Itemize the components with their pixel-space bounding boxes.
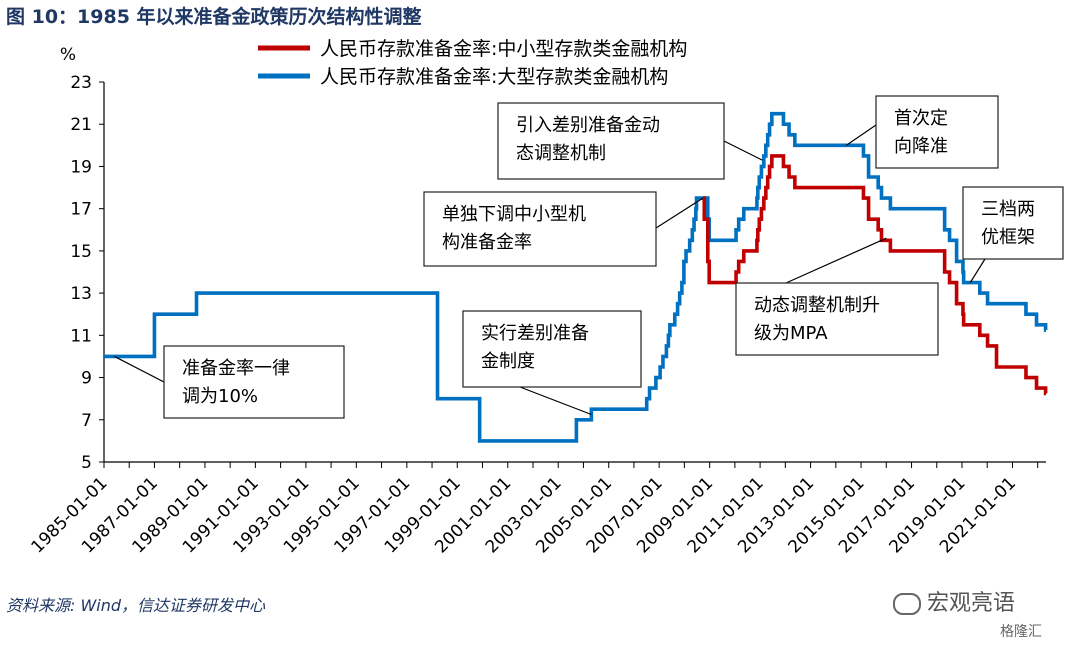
legend-label: 人民币存款准备金率:大型存款类金融机构 [320, 66, 668, 88]
annotation-leader-line [655, 197, 704, 229]
annotation-text: 优框架 [981, 227, 1035, 248]
y-tick-label: 17 [70, 200, 92, 220]
watermark-secondary: 格隆汇 [1000, 624, 1042, 640]
y-tick-label: 21 [70, 115, 92, 135]
series-line-small-institutions [702, 154, 1048, 396]
source-note: 资料来源: Wind，信达证券研发中心 [6, 596, 266, 615]
annotation-text: 调为10% [182, 386, 258, 407]
annotation-leader-line [519, 386, 592, 416]
annotation-text: 动态调整机制升 [754, 295, 880, 316]
legend-label: 人民币存款准备金率:中小型存款类金融机构 [320, 38, 687, 60]
chart-axes [99, 81, 1046, 468]
annotation-text: 构准备金率 [442, 232, 532, 253]
annotation-text: 首次定 [894, 108, 948, 129]
annotation-text: 向降准 [894, 136, 948, 157]
watermark-primary: 宏观亮语 [893, 585, 1015, 617]
annotation-leader-line [785, 237, 887, 284]
annotation-box [962, 186, 1064, 260]
annotation-leader-line [114, 355, 165, 383]
annotation-text: 金制度 [481, 351, 535, 372]
y-tick-label: 9 [81, 369, 92, 389]
chat-bubble-icon [893, 593, 921, 615]
annotation-box [497, 102, 725, 180]
annotation-text: 引入差别准备金动 [516, 115, 660, 136]
chart-series [104, 111, 1048, 443]
y-tick-label: 13 [70, 284, 92, 304]
watermark-primary-text: 宏观亮语 [927, 591, 1016, 616]
annotation-leader-line [723, 140, 763, 161]
y-tick-label: 11 [70, 326, 92, 346]
annotation-box [163, 345, 345, 419]
annotation-text: 态调整机制 [516, 143, 606, 164]
y-tick-label: 7 [81, 411, 92, 431]
annotation-text: 准备金率一律 [182, 358, 290, 379]
annotation-box [875, 95, 999, 169]
annotation-leader-line [845, 124, 877, 146]
annotation-text: 单独下调中小型机 [442, 204, 586, 225]
annotation-text: 实行差别准备 [481, 323, 589, 344]
y-axis-unit-label: % [60, 45, 76, 65]
annotation-box [462, 310, 642, 388]
figure-title: 图 10：1985 年以来准备金政策历次结构性调整 [6, 6, 422, 28]
y-tick-label: 19 [70, 157, 92, 177]
y-tick-label: 15 [70, 242, 92, 262]
annotation-box [735, 282, 939, 356]
annotation-box [423, 191, 657, 267]
annotation-text: 三档两 [981, 199, 1035, 220]
series-line-large-institutions [104, 111, 1048, 443]
annotation-leader-line [969, 258, 986, 283]
annotation-text: 级为MPA [754, 323, 828, 344]
y-tick-label: 5 [81, 453, 92, 473]
y-tick-label: 23 [70, 73, 92, 93]
